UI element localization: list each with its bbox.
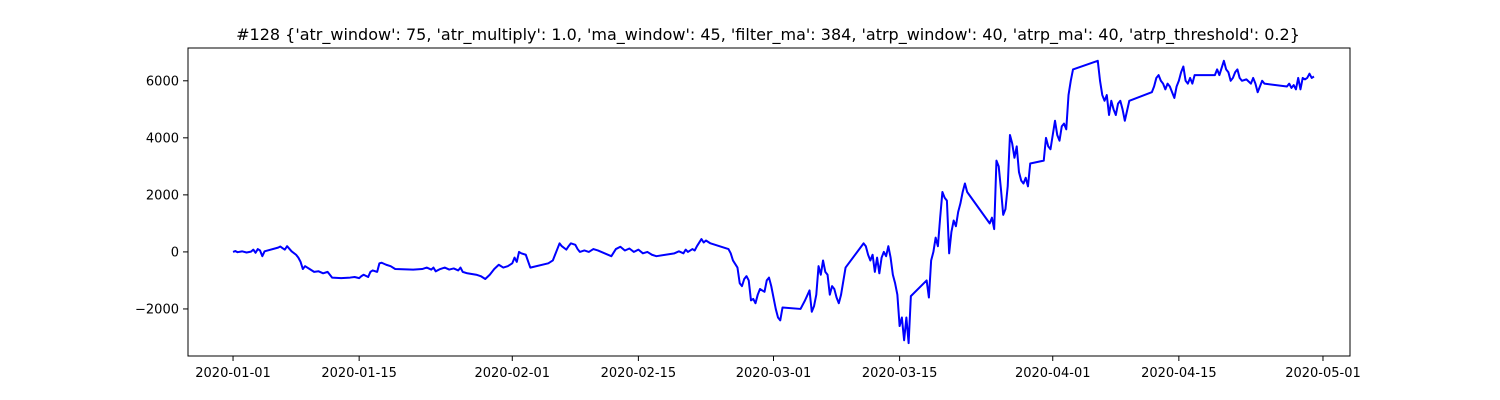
- y-tick-label: 2000: [146, 188, 179, 203]
- y-tick-label: 4000: [146, 131, 179, 146]
- x-tick-label: 2020-04-15: [1141, 366, 1217, 381]
- x-axis: 2020-01-01 2020-01-15 2020-02-01 2020-02-15…: [195, 356, 1361, 381]
- y-tick-label: −2000: [135, 302, 179, 317]
- plot-area: [187, 47, 1351, 357]
- x-tick-label: 2020-01-01: [195, 366, 271, 381]
- y-tick-label: 0: [171, 245, 179, 260]
- y-axis: −2000 0 2000 4000 6000: [135, 74, 188, 317]
- y-tick-label: 6000: [146, 74, 179, 89]
- x-tick-label: 2020-02-15: [601, 366, 677, 381]
- x-tick-label: 2020-04-01: [1015, 366, 1091, 381]
- x-tick-label: 2020-05-01: [1285, 366, 1361, 381]
- equity-line: [232, 59, 1315, 345]
- x-tick-label: 2020-02-01: [474, 366, 550, 381]
- plot-frame: [187, 47, 1351, 357]
- x-tick-label: 2020-03-15: [862, 366, 938, 381]
- x-tick-label: 2020-01-15: [321, 366, 397, 381]
- x-tick-label: 2020-03-01: [736, 366, 812, 381]
- chart-title: #128 {'atr_window': 75, 'atr_multiply': …: [236, 25, 1300, 45]
